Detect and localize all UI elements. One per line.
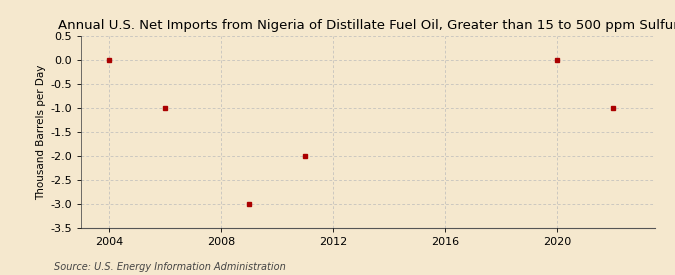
Text: Source: U.S. Energy Information Administration: Source: U.S. Energy Information Administ… <box>54 262 286 272</box>
Y-axis label: Thousand Barrels per Day: Thousand Barrels per Day <box>36 64 46 200</box>
Title: Annual U.S. Net Imports from Nigeria of Distillate Fuel Oil, Greater than 15 to : Annual U.S. Net Imports from Nigeria of … <box>57 19 675 32</box>
